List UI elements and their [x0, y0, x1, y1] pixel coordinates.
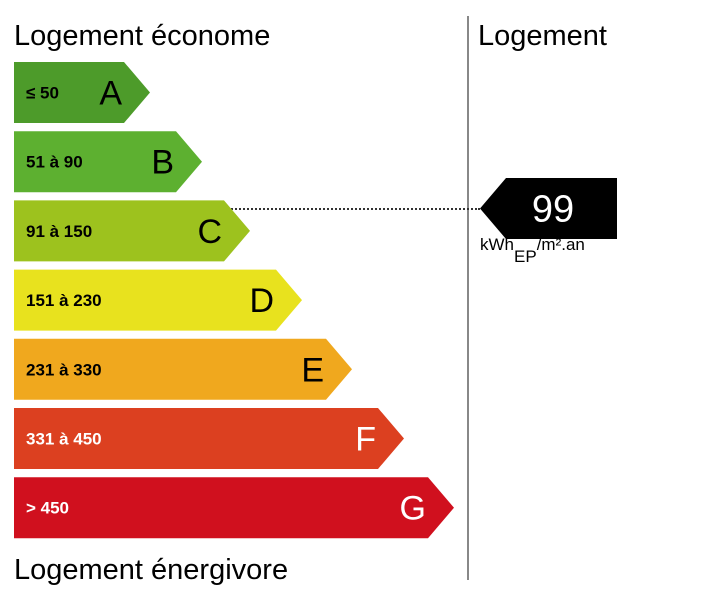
class-bar-d: 151 à 230 D	[14, 269, 302, 331]
class-letter-c: C	[197, 213, 222, 251]
class-arrow-f	[14, 408, 404, 469]
column-divider	[467, 16, 469, 580]
class-range-e: 231 à 330	[26, 360, 102, 379]
class-range-g: > 450	[26, 499, 69, 518]
unit-sub: EP	[514, 247, 537, 266]
class-bar-g: > 450 G	[14, 477, 454, 539]
indicator-leader-line	[228, 208, 480, 210]
class-range-d: 151 à 230	[26, 291, 102, 310]
class-letter-e: E	[301, 351, 324, 389]
class-bar-f: 331 à 450 F	[14, 408, 404, 469]
class-bar-a: ≤ 50 A	[14, 62, 150, 123]
class-arrow-e	[14, 338, 352, 400]
unit-tail: /m².an	[536, 235, 585, 254]
class-letter-a: A	[99, 75, 122, 113]
indicator-value: 99	[532, 189, 574, 231]
indicator-unit: kWhEP/m².an	[480, 235, 585, 265]
class-arrow-g	[14, 477, 454, 539]
unit-main: kWh	[480, 235, 514, 254]
class-range-c: 91 à 150	[26, 222, 92, 241]
class-letter-g: G	[400, 490, 426, 528]
class-arrow-a	[14, 62, 150, 123]
footer-inefficient-label: Logement énergivore	[14, 554, 289, 586]
header-efficient-label: Logement économe	[14, 20, 271, 52]
class-arrow-c	[14, 200, 250, 262]
class-letter-f: F	[355, 421, 376, 459]
class-range-b: 51 à 90	[26, 153, 83, 172]
class-bar-b: 51 à 90 B	[14, 131, 202, 193]
class-range-f: 331 à 450	[26, 430, 102, 449]
class-letter-b: B	[151, 144, 174, 182]
class-bar-e: 231 à 330 E	[14, 338, 352, 400]
class-arrow-b	[14, 131, 202, 193]
class-arrow-d	[14, 269, 302, 331]
class-bar-c: 91 à 150 C	[14, 200, 250, 262]
indicator-arrow	[480, 178, 617, 239]
class-letter-d: D	[249, 282, 274, 320]
class-range-a: ≤ 50	[26, 84, 59, 103]
header-housing-title: Logement	[478, 20, 607, 52]
